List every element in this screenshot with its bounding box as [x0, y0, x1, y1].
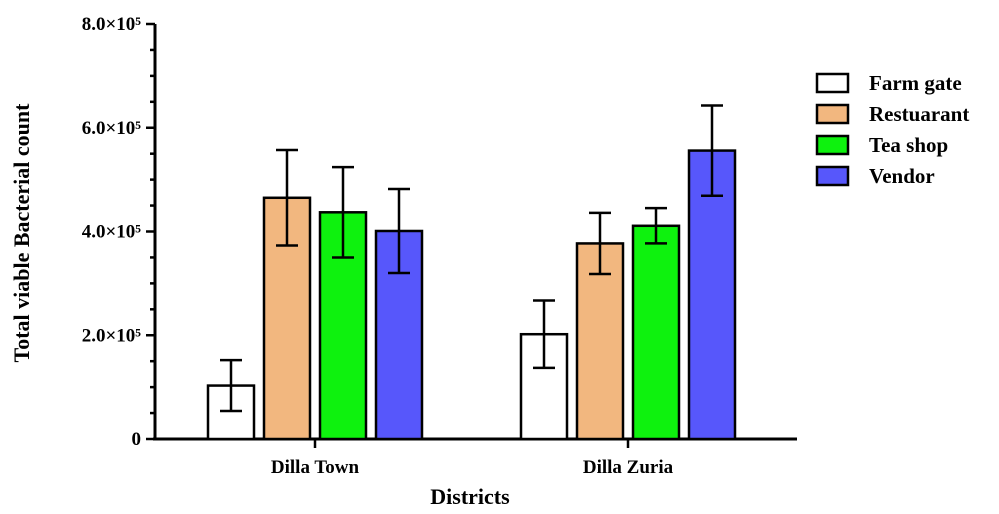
x-category-label: Dilla Town [271, 457, 360, 478]
error-bar [332, 165, 354, 259]
error-bars [220, 104, 723, 413]
y-tick-label: 2.0×10⁵ [82, 325, 142, 346]
bar [575, 242, 625, 441]
y-tick-label: 6.0×10⁵ [82, 118, 142, 139]
bar [631, 224, 681, 441]
legend-label: Farm gate [869, 71, 962, 95]
legend-label: Tea shop [869, 133, 948, 157]
error-bar [388, 187, 410, 275]
legend: Farm gate Restuarant Tea shop Vendor [815, 71, 969, 188]
legend-swatch [815, 165, 850, 187]
error-bar [701, 104, 723, 197]
legend-item: Tea shop [815, 133, 948, 157]
y-tick-label: 8.0×10⁵ [82, 14, 142, 35]
y-axis-title: Total viable Bacterial count [9, 103, 34, 363]
y-tick-label: 0 [132, 429, 142, 450]
error-bar [589, 211, 611, 276]
legend-label: Restuarant [869, 102, 969, 126]
error-bar [220, 358, 242, 413]
error-bar [533, 299, 555, 370]
legend-label: Vendor [869, 164, 935, 188]
legend-swatch [815, 134, 850, 156]
error-bar [276, 148, 298, 247]
legend-swatch [815, 103, 850, 125]
x-axis-title: Districts [430, 484, 510, 509]
legend-item: Vendor [815, 164, 935, 188]
legend-item: Restuarant [815, 102, 969, 126]
legend-item: Farm gate [815, 71, 962, 95]
bar [687, 149, 737, 441]
y-tick-label: 4.0×10⁵ [82, 222, 142, 243]
x-category-label: Dilla Zuria [583, 457, 674, 478]
y-axis: 0 2.0×10⁵ 4.0×10⁵ 6.0×10⁵ 8.0×10⁵ [82, 14, 157, 450]
error-bar [645, 206, 667, 245]
legend-swatch [815, 72, 850, 94]
x-axis: Dilla Town Dilla Zuria [153, 437, 797, 478]
